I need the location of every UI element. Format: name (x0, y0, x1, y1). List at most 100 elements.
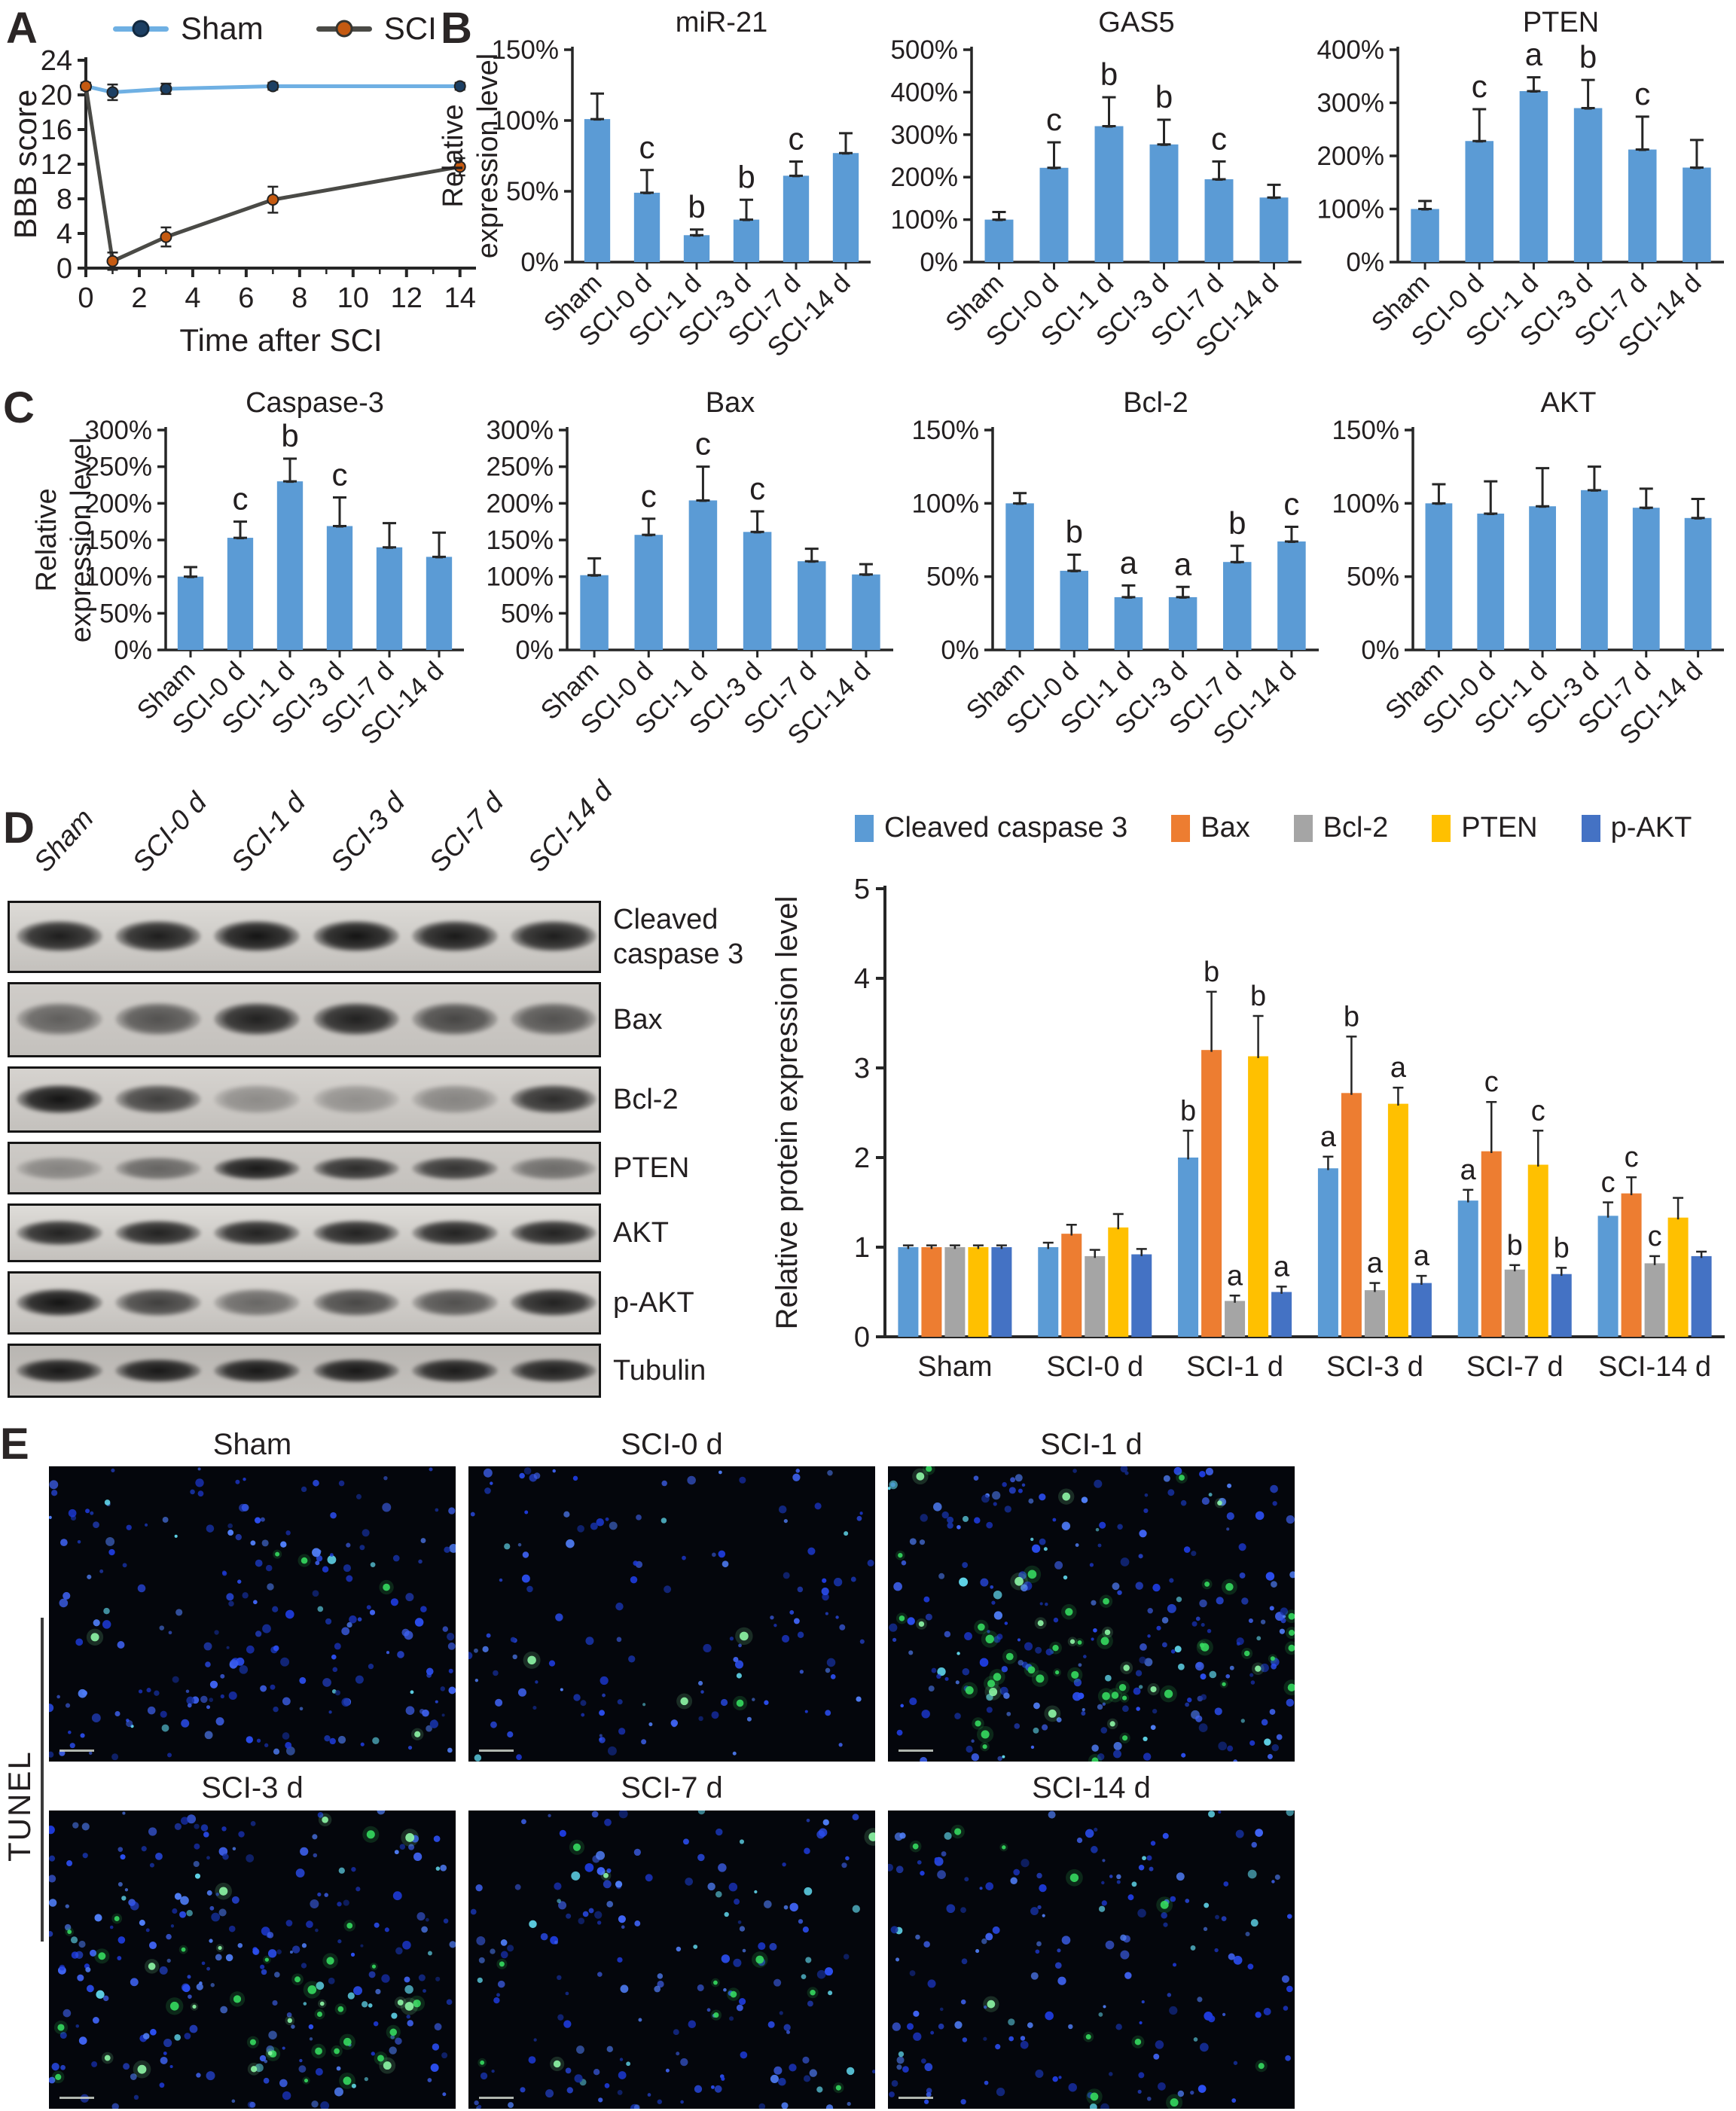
nucleus-dot (250, 1540, 256, 1546)
nucleus-dot (981, 1938, 987, 1945)
bar-SCI-1 d (1519, 90, 1548, 263)
nucleus-dot (1004, 1505, 1011, 1513)
nucleus-dot (617, 1957, 623, 1963)
apoptotic-dot (713, 1980, 718, 1985)
nucleus-dot (72, 1822, 79, 1829)
nucleus-dot (718, 1550, 726, 1558)
blot-row-label: Bax (613, 982, 662, 1057)
nucleus-dot (1201, 1694, 1207, 1701)
nucleus-dot (954, 2021, 963, 2029)
nucleus-dot (222, 1853, 229, 1860)
nucleus-dot (921, 1710, 930, 1719)
nucleus-dot (334, 1690, 340, 1696)
nucleus-dot (615, 1881, 623, 1888)
nucleus-dot (337, 1902, 342, 1907)
nucleus-dot (1141, 2000, 1145, 2004)
nucleus-dot (919, 1539, 926, 1545)
nucleus-dot (657, 1980, 664, 1988)
nucleus-dot (215, 1954, 222, 1961)
nucleus-dot (328, 1710, 332, 1714)
bar-SCI-1 d (276, 481, 304, 650)
nucleus-dot (197, 1490, 204, 1497)
nucleus-dot (1223, 1881, 1229, 1887)
nucleus-dot (1030, 1537, 1034, 1542)
nucleus-dot (149, 1862, 154, 1868)
nucleus-dot (1032, 1544, 1041, 1553)
nucleus-dot (1097, 1543, 1102, 1548)
y-tick-label: 50% (926, 563, 979, 592)
nucleus-dot (734, 1899, 740, 1905)
nucleus-dot (49, 1480, 59, 1490)
nucleus-dot (1010, 1477, 1016, 1483)
nucleus-dot (966, 1745, 973, 1753)
nucleus-dot (580, 1700, 587, 1707)
sig-letter: b (1180, 1095, 1196, 1127)
nucleus-dot (565, 1991, 569, 1996)
nucleus-dot (901, 1560, 907, 1566)
bar-SCI-7 d (376, 547, 403, 650)
nucleus-dot (193, 1861, 200, 1868)
nucleus-dot (49, 1875, 56, 1883)
protein-band (214, 1359, 301, 1383)
apoptotic-dot (1123, 1664, 1130, 1671)
tunel-dots-svg (49, 1811, 456, 2109)
nucleus-dot (390, 1598, 398, 1606)
nucleus-dot (923, 2099, 929, 2104)
nucleus-dot (1143, 1508, 1149, 1514)
nucleus-dot (104, 1499, 111, 1505)
y-axis-label: Relative protein expression level (770, 896, 804, 1330)
nucleus-dot (993, 1502, 997, 1506)
nucleus-dot (286, 2012, 292, 2018)
nucleus-dot (1052, 1518, 1057, 1522)
apoptotic-dot (739, 1631, 749, 1641)
nucleus-dot (1042, 1724, 1048, 1731)
nucleus-dot (578, 1917, 585, 1924)
nucleus-dot (654, 1985, 661, 1993)
nucleus-dot (557, 2014, 564, 2021)
nucleus-dot (825, 2104, 834, 2109)
nucleus-dot (687, 1475, 696, 1485)
nucleus-dot (1218, 1811, 1222, 1814)
nucleus-dot (1255, 2012, 1262, 2018)
nucleus-dot (1113, 1741, 1122, 1750)
nucleus-dot (1117, 1524, 1123, 1530)
y-tick-label: 12 (41, 149, 72, 181)
nucleus-dot (647, 2093, 651, 2097)
nucleus-dot (619, 2058, 624, 2061)
nucleus-dot (792, 1473, 801, 1481)
apoptotic-dot (1014, 1576, 1024, 1586)
nucleus-dot (206, 1966, 211, 1971)
apoptotic-dot (1054, 1670, 1060, 1675)
nucleus-dot (168, 1631, 172, 1635)
nucleus-dot (126, 1719, 133, 1728)
nucleus-dot (483, 1468, 493, 1478)
nucleus-dot (51, 2062, 59, 2071)
nucleus-dot (197, 1467, 201, 1471)
protein-band (16, 1084, 102, 1114)
nucleus-dot (215, 1893, 219, 1896)
scale-bar (59, 1750, 94, 1752)
protein-band (115, 1156, 201, 1180)
sig-letter: a (1120, 545, 1138, 580)
nucleus-dot (301, 1943, 307, 1948)
nucleus-dot (1122, 1705, 1129, 1713)
nucleus-dot (320, 2101, 330, 2109)
apoptotic-dot (810, 1990, 816, 1996)
nucleus-dot (758, 1942, 766, 1951)
bar-SCI-14 d (1683, 167, 1711, 262)
nucleus-dot (805, 1957, 812, 1963)
nucleus-dot (435, 1700, 438, 1704)
protein-band (511, 1219, 597, 1246)
nucleus-dot (1214, 1948, 1219, 1953)
apoptotic-dot (218, 1887, 228, 1896)
apoptotic-dot (55, 2073, 62, 2080)
nucleus-dot (1017, 1638, 1021, 1642)
nucleus-dot (91, 1713, 101, 1723)
nucleus-dot (1117, 1590, 1122, 1595)
y-tick-label: 150% (486, 526, 554, 555)
bar-Sham (177, 576, 204, 650)
nucleus-dot (1112, 1582, 1120, 1591)
bar-SCI-3 d (1581, 490, 1608, 650)
nucleus-dot (1036, 1872, 1042, 1879)
